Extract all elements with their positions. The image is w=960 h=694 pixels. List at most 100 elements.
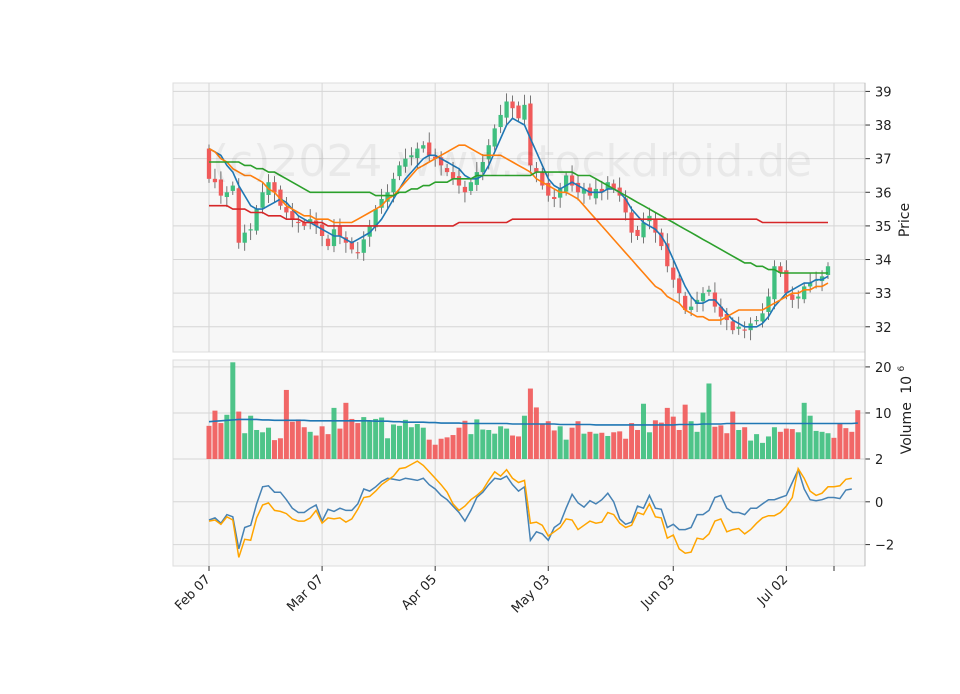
volume-bar — [694, 431, 700, 459]
candle-body — [206, 148, 212, 179]
candle-body — [706, 289, 712, 292]
candle-body — [563, 175, 569, 192]
volume-bar — [212, 410, 218, 459]
volume-bar — [218, 423, 224, 459]
volume-bar — [337, 428, 343, 459]
volume-axis-label: Volume — [899, 402, 915, 454]
candle-body — [778, 266, 783, 273]
volume-bar — [396, 425, 402, 459]
candle-body — [665, 243, 670, 267]
candle-body — [355, 252, 360, 254]
candle-body — [599, 188, 604, 193]
volume-bar — [492, 433, 498, 459]
candle-body — [540, 172, 545, 186]
series-line-ma200 — [209, 204, 828, 227]
candle-body — [730, 321, 735, 331]
candle-body — [391, 178, 396, 193]
volume-bar — [426, 439, 432, 459]
volume-bar — [206, 425, 212, 459]
volume-bar — [319, 426, 325, 459]
candle-body — [623, 198, 628, 213]
volume-bar — [736, 429, 742, 459]
price-axis-title: Price — [897, 203, 913, 237]
candle-body — [403, 158, 408, 167]
volume-bar — [748, 440, 754, 459]
candle-body — [272, 182, 277, 193]
candle-body — [331, 229, 337, 247]
volume-bar — [646, 432, 652, 459]
volume-bar — [271, 440, 277, 459]
volume-bar — [718, 425, 724, 459]
candle-body — [754, 320, 759, 322]
oscillator-line-b — [208, 460, 852, 558]
volume-bar — [801, 402, 807, 459]
candle-body — [718, 306, 724, 317]
price-tick-label: 35 — [875, 220, 892, 235]
price-tick-label: 37 — [875, 153, 892, 168]
volume-bar — [557, 426, 563, 459]
volume-bar — [391, 424, 397, 459]
volume-bar — [539, 423, 545, 459]
volume-bar — [486, 429, 492, 459]
candle-body — [427, 142, 432, 156]
volume-bar — [242, 433, 248, 459]
price-tick-label: 32 — [875, 321, 892, 336]
candle-body — [325, 238, 331, 247]
volume-bar — [754, 434, 760, 459]
volume-axis-exponent-base: 10 — [899, 376, 915, 394]
volume-bar — [331, 407, 337, 459]
series-line-ma50 — [209, 161, 828, 274]
price-tick-label: 39 — [875, 85, 892, 100]
volume-bar — [516, 436, 521, 459]
candle-body — [546, 182, 551, 196]
candle-body — [290, 211, 295, 220]
candle-body — [254, 209, 259, 231]
volume-bar — [819, 431, 825, 459]
candle-body — [784, 270, 789, 294]
candle-body — [480, 162, 485, 173]
volume-bar — [658, 422, 664, 459]
volume-bar — [837, 423, 843, 459]
candle-body — [802, 286, 807, 300]
volume-bar — [640, 403, 646, 459]
volume-tick-label: 10 — [875, 407, 892, 422]
volume-bar — [480, 429, 486, 459]
volume-bar — [277, 438, 283, 459]
candle-body — [796, 296, 801, 299]
volume-bar — [313, 435, 319, 459]
candle-body — [516, 105, 521, 119]
candle-body — [534, 168, 539, 173]
volume-bar — [712, 426, 718, 459]
volume-bar — [700, 412, 706, 459]
volume-bar — [498, 426, 504, 459]
candle-body — [296, 221, 301, 224]
oscillator-tick-label: 0 — [875, 496, 883, 511]
candle-body — [421, 145, 426, 149]
candle-body — [284, 207, 289, 213]
candle-body — [671, 267, 676, 280]
volume-bar — [462, 420, 468, 459]
volume-bar — [629, 423, 635, 459]
candle-body — [808, 283, 813, 287]
series-line-ma20 — [208, 144, 829, 321]
volume-bar — [587, 431, 593, 459]
candle-body — [790, 294, 795, 300]
volume-bar — [236, 411, 242, 459]
candle-body — [373, 209, 378, 228]
candle-body — [337, 226, 343, 236]
volume-bar — [682, 404, 688, 459]
candle-body — [700, 293, 706, 302]
candle-body — [248, 229, 253, 231]
volume-bar — [432, 444, 438, 459]
candle-body — [302, 222, 307, 226]
candle-body — [510, 101, 515, 109]
candle-body — [635, 229, 640, 236]
volume-bar — [521, 415, 527, 459]
x-tick-label: Apr 05 — [399, 572, 440, 613]
volume-bar — [813, 430, 819, 459]
price-tick-label: 38 — [875, 119, 892, 134]
candle-body — [236, 188, 241, 243]
candle-body — [694, 299, 700, 304]
candle-body — [308, 219, 313, 224]
candle-body — [486, 145, 491, 160]
